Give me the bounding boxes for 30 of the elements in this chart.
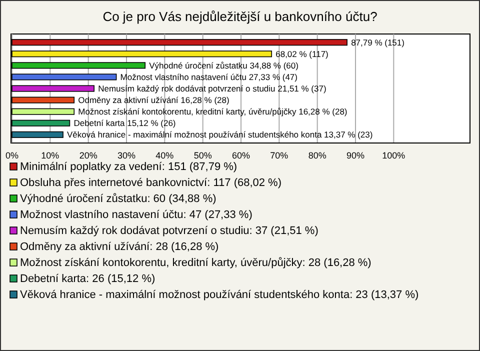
x-tick-label: 0% xyxy=(5,150,19,160)
data-label: Věková hranice - maximální možnost používání studentského konta 13,37 % (23) xyxy=(67,130,373,140)
x-tick-label: 30% xyxy=(117,150,136,160)
data-label: Nemusím každý rok dodávat potvrzení o studiu 21,51 % (37) xyxy=(98,84,326,94)
legend-label: Nemusím každý rok dodávat potvrzení o studiu: 37 (21,51 %) xyxy=(20,225,318,237)
legend-label: Minimální poplatky za vedení: 151 (87,79 %) xyxy=(20,161,238,173)
legend-label: Obsluha přes internetové bankovnictví: 117 (68,02 %) xyxy=(20,177,282,189)
x-tick-label: 100% xyxy=(382,150,406,160)
x-tick-label: 20% xyxy=(79,150,98,160)
data-label: 68,02 % (117) xyxy=(276,48,329,59)
data-label: Možnost získání kontokorentu, kreditní karty, úvěru/půjčky 16,28 % (28) xyxy=(78,106,348,117)
legend-label: Věková hranice - maximální možnost používání studentského konta: 23 (13,37 %) xyxy=(20,289,419,301)
legend-label: Možnost vlastního nastavení účtu: 47 (27,33 %) xyxy=(20,209,252,221)
data-label: Odměny za aktivní užívání 16,28 % (28) xyxy=(78,95,230,106)
data-label: 87,79 % (151) xyxy=(351,37,405,48)
data-label: Možnost vlastního nastavení účtu 27,33 % (47) xyxy=(120,72,298,82)
x-tick-label: 40% xyxy=(156,150,174,160)
x-tick-label: 90% xyxy=(346,150,365,160)
legend-label: Odměny za aktivní užívání: 28 (16,28 %) xyxy=(20,241,219,253)
legend-label: Možnost získání kontokorentu, kreditní karty, úvěru/půjčky: 28 (16,28 %) xyxy=(20,257,372,269)
chart-title: Co je pro Vás nejdůležitější u bankovního účtu? xyxy=(102,9,378,24)
data-label: Výhodné úročení zůstatku 34,88 % (60) xyxy=(149,60,299,70)
data-label: Debetní karta 15,12 % (26) xyxy=(74,118,176,128)
x-tick-label: 60% xyxy=(232,150,250,160)
x-tick-label: 70% xyxy=(270,150,288,160)
legend-label: Debetní karta: 26 (15,12 %) xyxy=(20,273,156,285)
legend-label: Výhodné úročení zůstatku: 60 (34,88 %) xyxy=(20,193,216,205)
x-tick-label: 10% xyxy=(41,150,60,160)
x-tick-label: 80% xyxy=(308,150,326,160)
x-tick-label: 50% xyxy=(194,150,212,160)
